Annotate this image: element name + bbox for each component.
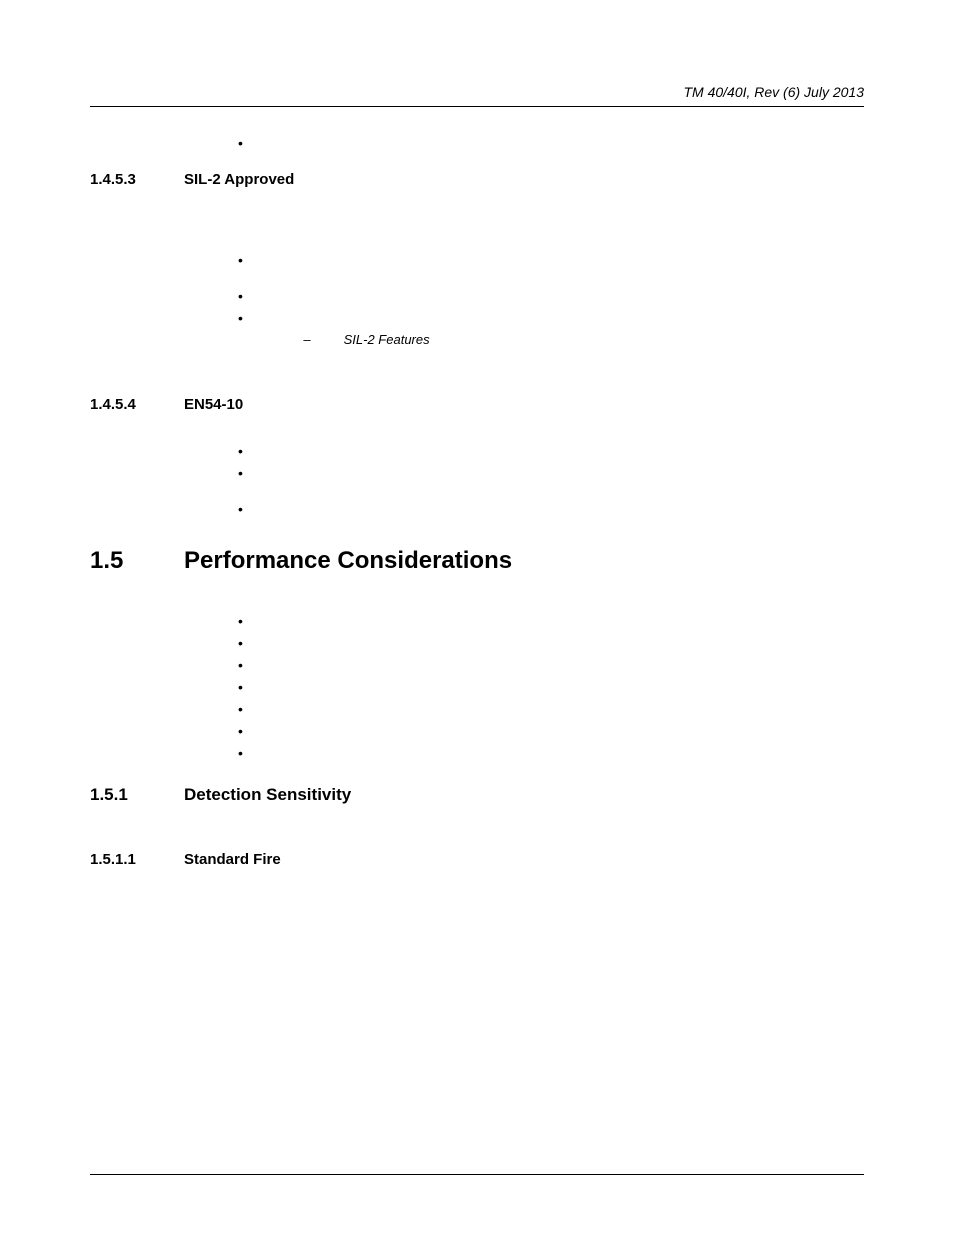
list-item (230, 677, 864, 695)
list-item (230, 463, 864, 481)
spacer (230, 485, 864, 495)
heading-1511: 1.5.1.1 Standard Fire (90, 851, 864, 868)
bullet-list (230, 133, 864, 151)
list-item (230, 308, 864, 326)
dash-icon: – (298, 330, 316, 350)
list-item (230, 441, 864, 459)
list-item (230, 286, 864, 304)
s1453-bullets: – SIL-2 Features (230, 250, 864, 350)
sil2-features-line: – SIL-2 Features (230, 330, 864, 350)
heading-title: SIL-2 Approved (184, 171, 864, 188)
spacer (90, 597, 864, 607)
list-item (230, 721, 864, 739)
heading-number: 1.4.5.4 (90, 396, 184, 413)
spacer (90, 202, 864, 246)
list-item (230, 743, 864, 761)
list-item (230, 499, 864, 517)
heading-number: 1.5 (90, 547, 184, 575)
s1454-bullets (230, 441, 864, 517)
bullet-list (230, 286, 864, 326)
heading-15: 1.5 Performance Considerations (90, 547, 864, 575)
heading-number: 1.4.5.3 (90, 171, 184, 188)
heading-1454: 1.4.5.4 EN54-10 (90, 396, 864, 413)
list-item (230, 655, 864, 673)
bullet-list (230, 441, 864, 481)
s15-bullets (230, 611, 864, 761)
heading-number: 1.5.1.1 (90, 851, 184, 868)
spacer (90, 350, 864, 376)
list-item (230, 250, 864, 268)
list-item (230, 633, 864, 651)
bullet-list (230, 499, 864, 517)
page: TM 40/40I, Rev (6) July 2013 1.4.5.3 SIL… (0, 0, 954, 1235)
heading-151: 1.5.1 Detection Sensitivity (90, 785, 864, 805)
list-item (230, 133, 864, 151)
heading-number: 1.5.1 (90, 785, 184, 805)
spacer (230, 272, 864, 282)
list-item (230, 611, 864, 629)
running-header: TM 40/40I, Rev (6) July 2013 (90, 84, 864, 107)
heading-title: EN54-10 (184, 396, 864, 413)
sil2-features-label: SIL-2 Features (344, 332, 430, 347)
bullet-list (230, 611, 864, 761)
list-item (230, 699, 864, 717)
heading-title: Standard Fire (184, 851, 864, 868)
spacer (90, 427, 864, 437)
heading-1453: 1.4.5.3 SIL-2 Approved (90, 171, 864, 188)
heading-title: Detection Sensitivity (184, 785, 864, 805)
top-bullet-block (230, 133, 864, 151)
bullet-list (230, 250, 864, 268)
footer-rule (90, 1174, 864, 1175)
spacer (90, 821, 864, 831)
heading-title: Performance Considerations (184, 547, 864, 575)
